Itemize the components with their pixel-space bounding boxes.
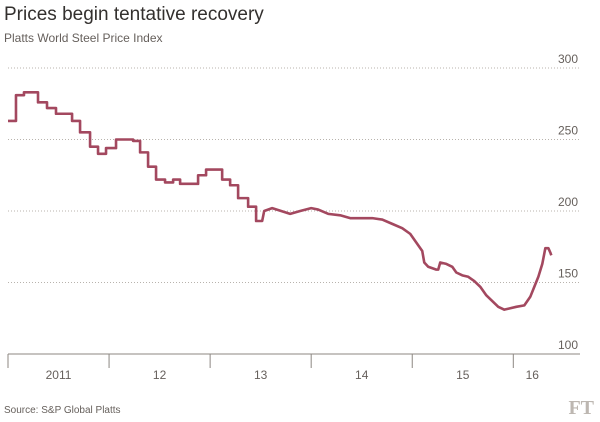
data-line — [8, 91, 553, 311]
x-tick-label: 12 — [153, 368, 167, 382]
chart-subtitle: Platts World Steel Price Index — [4, 31, 163, 45]
y-tick-label: 200 — [558, 195, 578, 209]
y-tick-label: 100 — [558, 338, 578, 352]
x-tick-label: 14 — [355, 368, 369, 382]
y-tick-label: 300 — [558, 52, 578, 66]
x-tick-label: 15 — [456, 368, 470, 382]
y-tick-label: 250 — [558, 124, 578, 138]
chart-title: Prices begin tentative recovery — [4, 4, 264, 25]
x-tick-label: 16 — [526, 368, 540, 382]
source: Source: S&P Global Platts — [4, 405, 121, 416]
x-tick-label: 13 — [254, 368, 268, 382]
x-tick-label: 2011 — [46, 368, 72, 382]
y-tick-label: 150 — [558, 267, 578, 281]
logo: FT — [568, 397, 594, 419]
